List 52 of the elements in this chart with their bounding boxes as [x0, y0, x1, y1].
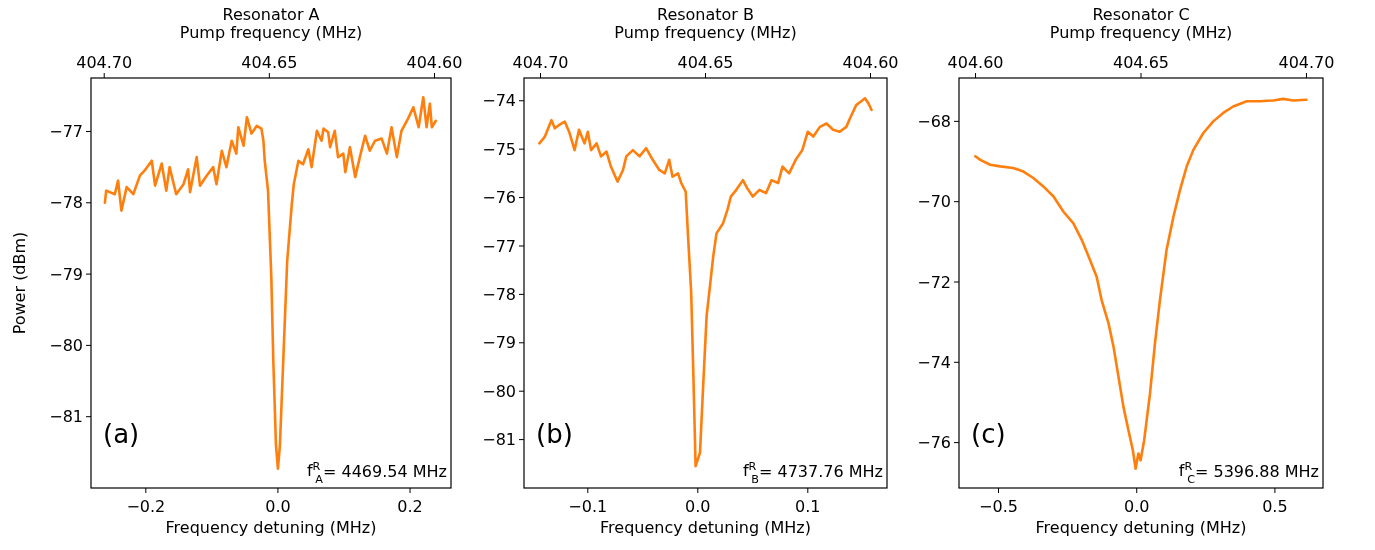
y-tick-label: −72 — [917, 272, 951, 292]
y-tick-label: −77 — [482, 236, 516, 256]
y-tick-label: −78 — [482, 284, 516, 304]
x-tick-label: −0.1 — [568, 497, 608, 516]
y-tick-label: −74 — [917, 352, 951, 372]
x-tick-label: −0.5 — [979, 497, 1018, 516]
x2-tick-label: 404.60 — [947, 53, 1004, 72]
y-tick-label: −79 — [482, 333, 516, 353]
y-tick-label: −68 — [917, 111, 951, 131]
y-tick-label: −80 — [482, 381, 516, 401]
x-tick-label: −0.2 — [126, 497, 166, 516]
chart-title: Resonator C — [1092, 5, 1190, 24]
y-tick-label: −81 — [482, 430, 516, 450]
chart-title: Resonator B — [656, 5, 755, 24]
y-tick-label: −74 — [482, 91, 516, 111]
x2-axis-title: Pump frequency (MHz) — [614, 23, 797, 42]
y-tick-label: −70 — [917, 192, 951, 212]
x2-tick-label: 404.60 — [406, 53, 463, 72]
annotation: (c) — [971, 419, 1006, 449]
x-axis-title: Frequency detuning (MHz) — [600, 518, 811, 537]
y-tick-label: −76 — [917, 433, 951, 453]
y-tick-label: −80 — [49, 335, 83, 355]
y-tick-label: −79 — [49, 264, 83, 284]
y-tick-label: −77 — [49, 122, 83, 142]
y-tick-label: −78 — [49, 193, 83, 213]
x2-tick-label: 404.70 — [512, 53, 569, 72]
chart-title: Resonator A — [222, 5, 320, 24]
x-axis-title: Frequency detuning (MHz) — [165, 518, 377, 537]
annotation: f$^{R}$$_{B}$= 4737.76 MHz — [742, 459, 883, 486]
x-tick-label: 0.2 — [397, 497, 423, 516]
y-tick-label: −75 — [482, 139, 516, 159]
x-tick-label: 0.1 — [795, 497, 821, 516]
x-tick-label: 0.0 — [1123, 497, 1150, 516]
x2-axis-title: Pump frequency (MHz) — [179, 23, 363, 42]
y-tick-label: −76 — [482, 188, 516, 208]
x-tick-label: 0.5 — [1262, 497, 1288, 516]
x2-tick-label: 404.70 — [1278, 53, 1335, 72]
x2-tick-label: 404.70 — [76, 53, 133, 72]
x2-tick-label: 404.65 — [241, 53, 298, 72]
annotation: (b) — [536, 419, 573, 449]
x2-tick-label: 404.60 — [842, 53, 899, 72]
x-tick-label: 0.0 — [265, 497, 291, 516]
x2-axis-title: Pump frequency (MHz) — [1049, 23, 1233, 42]
x-tick-label: 0.0 — [685, 497, 711, 516]
y-tick-label: −81 — [49, 407, 83, 427]
annotation: (a) — [103, 419, 140, 449]
x2-tick-label: 404.65 — [1113, 53, 1169, 72]
annotation: f$^{R}$$_{A}$= 4469.54 MHz — [306, 459, 447, 486]
x2-tick-label: 404.65 — [677, 53, 734, 72]
annotation: f$^{R}$$_{C}$= 5396.88 MHz — [1178, 459, 1319, 486]
x-axis-title: Frequency detuning (MHz) — [1035, 518, 1247, 537]
y-axis-title: Power (dBm) — [10, 231, 29, 335]
